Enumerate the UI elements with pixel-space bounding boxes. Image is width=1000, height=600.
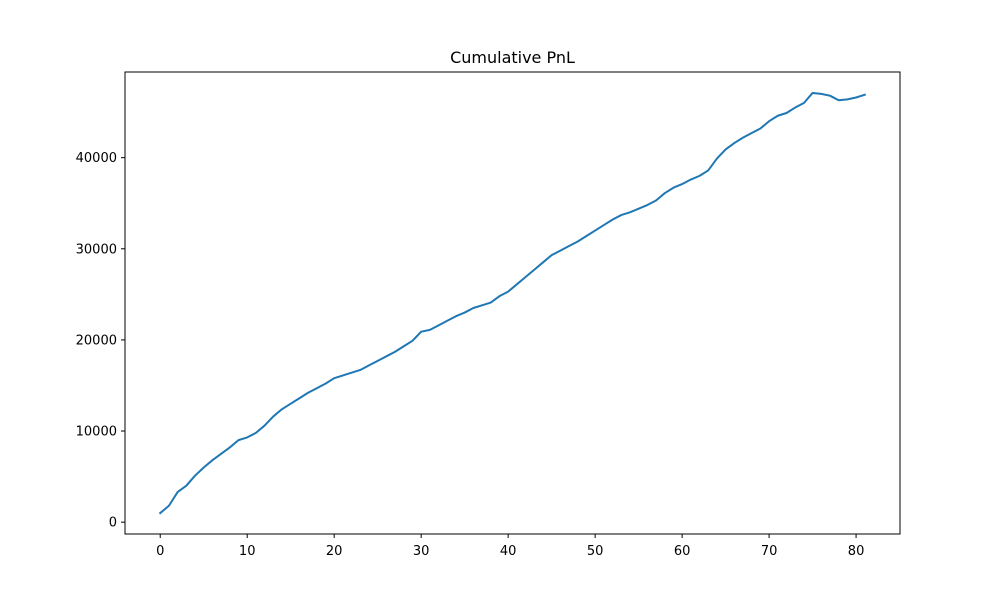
y-tick-label: 10000 [76, 425, 117, 440]
x-tick-label: 0 [156, 544, 164, 559]
x-tick-label: 20 [326, 544, 343, 559]
y-tick-label: 20000 [76, 333, 117, 348]
plot-area [125, 72, 900, 534]
x-tick-label: 70 [761, 544, 778, 559]
y-axis-ticks: 0 10000 20000 30000 40000 [76, 151, 125, 531]
y-tick-label: 0 [109, 516, 117, 531]
x-tick-label: 80 [848, 544, 865, 559]
x-tick-label: 50 [587, 544, 604, 559]
chart-title: Cumulative PnL [450, 48, 575, 67]
series-layer [158, 91, 867, 515]
x-tick-label: 40 [500, 544, 517, 559]
x-tick-label: 60 [674, 544, 691, 559]
y-tick-label: 40000 [76, 151, 117, 166]
plot-frame [124, 71, 901, 535]
x-tick-label: 30 [413, 544, 430, 559]
y-tick-label: 30000 [76, 242, 117, 257]
series-line [158, 91, 867, 515]
x-axis-ticks: 0 10 20 30 40 50 60 70 80 [156, 534, 864, 559]
x-tick-label: 10 [239, 544, 256, 559]
